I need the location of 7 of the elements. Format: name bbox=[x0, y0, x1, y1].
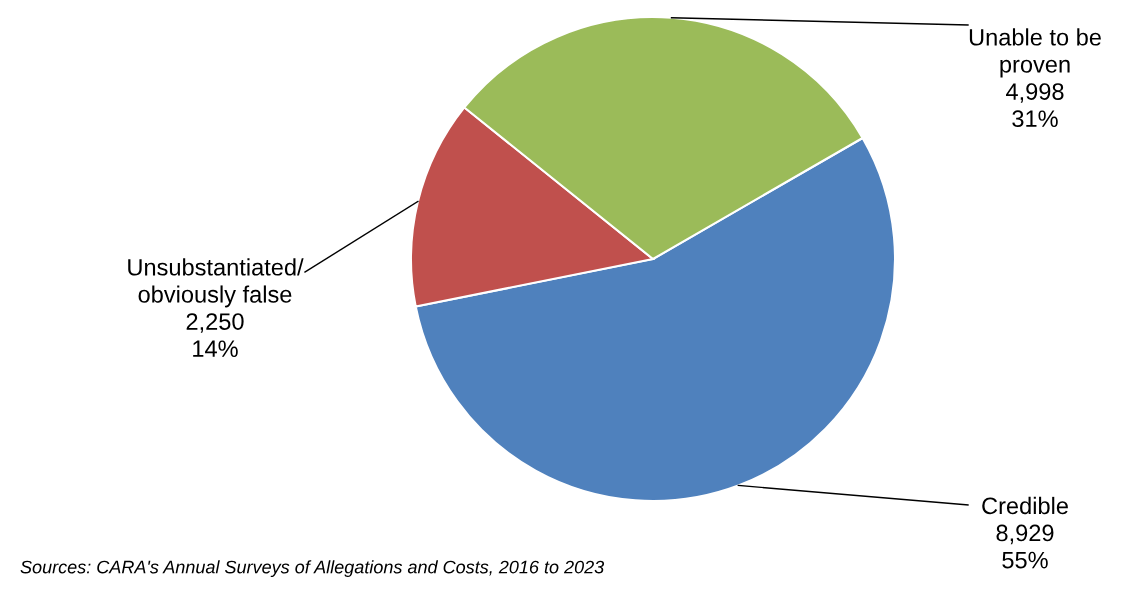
slice-label: Credible bbox=[982, 496, 1068, 515]
data-label: 8,929 55% bbox=[996, 524, 1054, 569]
source-note: Sources: CARA's Annual Surveys of Allegations and Costs, 2016 to 2023 bbox=[20, 560, 605, 577]
data-label: 4,998 31% bbox=[1006, 83, 1064, 128]
slice-label: Unable to be proven bbox=[969, 28, 1101, 78]
slice-label: Unsubstantiated/ obviously false bbox=[128, 258, 304, 308]
data-label: 2,250 14% bbox=[186, 313, 244, 357]
